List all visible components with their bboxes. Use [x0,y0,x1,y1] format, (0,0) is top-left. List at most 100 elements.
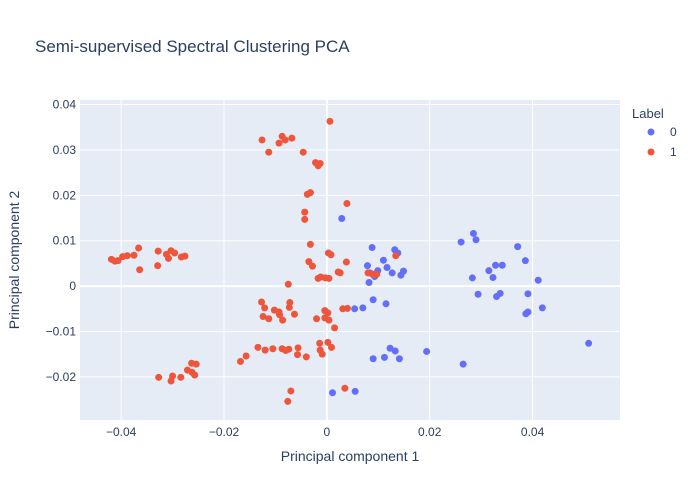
data-point-label-0[interactable] [351,305,359,313]
data-point-label-1[interactable] [324,309,332,317]
data-point-label-1[interactable] [341,384,349,392]
data-point-label-1[interactable] [294,344,302,352]
data-point-label-1[interactable] [177,373,185,381]
data-point-label-1[interactable] [308,262,316,270]
data-point-label-1[interactable] [191,371,199,379]
data-point-label-1[interactable] [282,347,290,355]
data-point-label-0[interactable] [423,347,431,355]
data-point-label-1[interactable] [290,310,298,318]
data-point-label-1[interactable] [327,251,335,259]
data-point-label-1[interactable] [167,377,175,385]
data-point-label-1[interactable] [265,315,273,323]
data-point-label-1[interactable] [392,252,400,260]
data-point-label-1[interactable] [288,134,296,142]
data-point-label-1[interactable] [285,303,293,311]
data-point-label-1[interactable] [373,270,381,278]
data-point-label-1[interactable] [326,117,334,125]
data-point-label-1[interactable] [269,345,277,353]
data-point-label-1[interactable] [154,262,162,270]
data-point-label-1[interactable] [114,257,122,265]
data-point-label-1[interactable] [316,339,324,347]
data-point-label-1[interactable] [181,252,189,260]
data-point-label-0[interactable] [363,262,371,270]
data-point-label-0[interactable] [365,278,373,286]
data-point-label-1[interactable] [135,244,143,252]
data-point-label-0[interactable] [485,267,493,275]
data-point-label-1[interactable] [316,160,324,168]
data-point-label-1[interactable] [324,338,332,346]
data-point-label-1[interactable] [164,254,172,262]
data-point-label-0[interactable] [359,304,367,312]
data-point-label-1[interactable] [343,304,351,312]
data-point-label-0[interactable] [388,269,396,277]
data-point-label-1[interactable] [318,350,326,358]
data-point-label-1[interactable] [265,148,273,156]
data-point-label-0[interactable] [524,308,532,316]
legend-item-1[interactable]: 1 [647,145,678,159]
data-point-label-1[interactable] [171,249,179,257]
data-point-label-1[interactable] [261,304,269,312]
data-point-label-0[interactable] [585,339,593,347]
data-point-label-0[interactable] [399,267,407,275]
data-point-label-0[interactable] [474,290,482,298]
data-point-label-0[interactable] [380,353,388,361]
data-point-label-1[interactable] [259,313,267,321]
data-point-label-1[interactable] [284,280,292,288]
data-point-label-0[interactable] [514,243,522,251]
data-point-label-0[interactable] [351,387,359,395]
data-point-label-0[interactable] [538,304,546,312]
data-point-label-0[interactable] [498,261,506,269]
data-point-label-0[interactable] [521,257,529,265]
data-point-label-1[interactable] [154,247,162,255]
data-point-label-1[interactable] [306,240,314,248]
data-point-label-1[interactable] [242,352,250,360]
data-point-label-1[interactable] [192,360,200,368]
data-point-label-1[interactable] [123,252,131,260]
data-point-label-1[interactable] [342,258,350,266]
data-point-label-1[interactable] [130,251,138,259]
data-point-label-1[interactable] [258,136,266,144]
data-point-label-1[interactable] [258,298,266,306]
data-point-label-1[interactable] [301,208,309,216]
data-point-label-1[interactable] [325,316,333,324]
data-point-label-0[interactable] [489,273,497,281]
data-point-label-0[interactable] [338,214,346,222]
data-point-label-1[interactable] [343,199,351,207]
data-point-label-0[interactable] [395,355,403,363]
data-point-label-0[interactable] [382,300,390,308]
legend-item-0[interactable]: 0 [647,125,678,139]
data-point-label-1[interactable] [327,343,335,351]
data-point-label-1[interactable] [303,190,311,198]
data-point-label-0[interactable] [369,296,377,304]
data-point-label-1[interactable] [301,215,309,223]
data-point-label-1[interactable] [275,139,283,147]
data-point-label-1[interactable] [279,316,287,324]
data-point-label-1[interactable] [284,397,292,405]
data-point-label-1[interactable] [299,148,307,156]
data-point-label-1[interactable] [276,311,284,319]
data-point-label-1[interactable] [155,373,163,381]
data-point-label-0[interactable] [459,360,467,368]
data-point-label-0[interactable] [492,261,500,269]
data-point-label-0[interactable] [496,289,504,297]
data-point-label-0[interactable] [383,263,391,271]
data-point-label-1[interactable] [261,346,269,354]
data-point-label-1[interactable] [136,266,144,274]
data-point-label-0[interactable] [329,389,337,397]
data-point-label-1[interactable] [331,324,339,332]
data-point-label-1[interactable] [287,387,295,395]
data-point-label-1[interactable] [313,315,321,323]
data-point-label-1[interactable] [302,353,310,361]
data-point-label-1[interactable] [294,351,302,359]
legend[interactable]: 01 [647,125,678,159]
data-point-label-0[interactable] [369,355,377,363]
data-point-label-0[interactable] [386,344,394,352]
data-point-label-0[interactable] [379,256,387,264]
data-point-label-0[interactable] [457,238,465,246]
data-point-label-0[interactable] [524,290,532,298]
data-point-label-0[interactable] [469,229,477,237]
data-point-label-0[interactable] [468,274,476,282]
data-point-label-1[interactable] [281,136,289,144]
data-point-label-1[interactable] [321,274,329,282]
data-point-label-0[interactable] [391,347,399,355]
